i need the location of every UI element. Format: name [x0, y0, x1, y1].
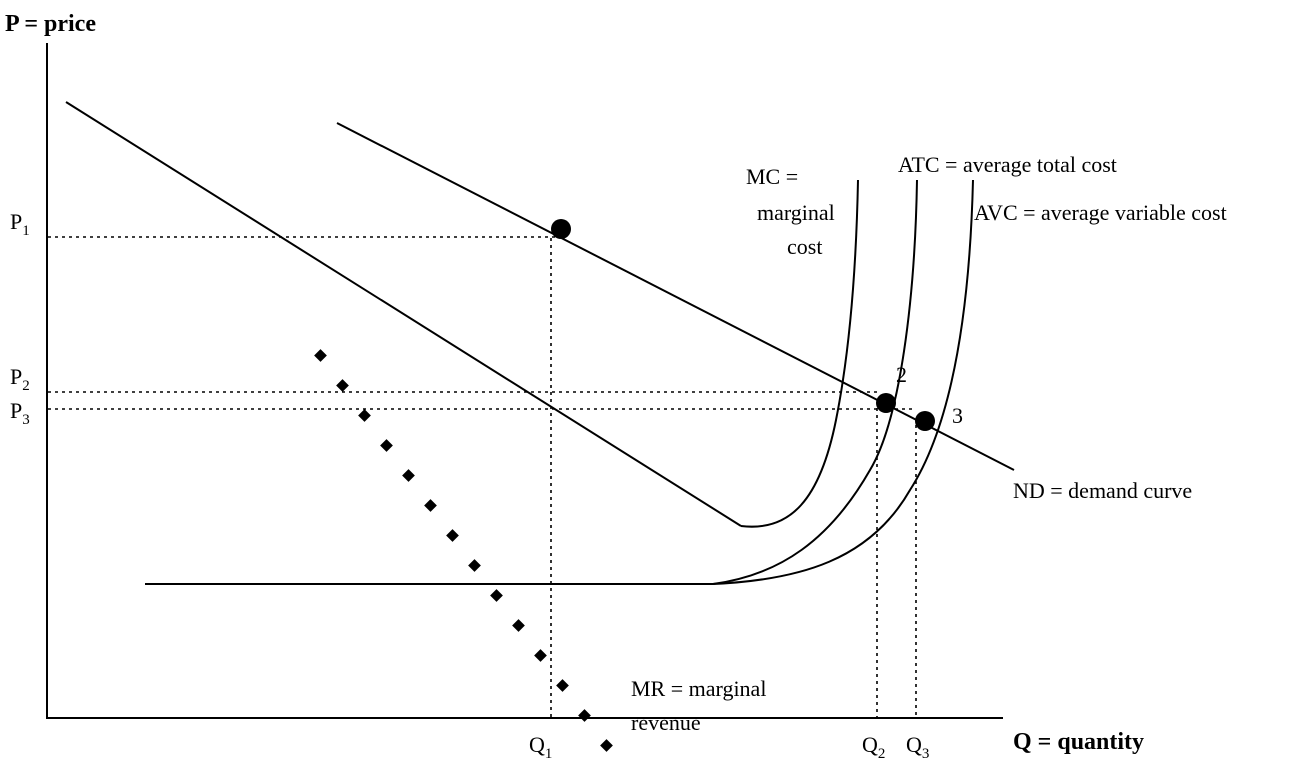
- atc-curve: [712, 179, 918, 585]
- mr-dash: [424, 499, 437, 512]
- avc-label: AVC = average variable cost: [974, 200, 1227, 225]
- mr-dash: [358, 409, 371, 422]
- q3-label: Q3: [906, 732, 929, 762]
- atc-label: ATC = average total cost: [898, 152, 1117, 177]
- mr-dash: [490, 589, 503, 602]
- p3-label: P3: [10, 398, 30, 428]
- q1-label: Q1: [529, 732, 552, 762]
- mr-dash: [534, 649, 547, 662]
- mc-label-line1: MC =: [746, 164, 798, 189]
- point-2-label: 2: [896, 362, 907, 387]
- x-axis-title: Q = quantity: [1013, 729, 1144, 755]
- q2-label: Q2: [862, 732, 885, 762]
- p1-label: P1: [10, 209, 30, 239]
- mr-dash: [512, 619, 525, 632]
- p2-label: P2: [10, 364, 30, 394]
- point-3-label: 3: [952, 403, 963, 428]
- mr-dash: [556, 679, 569, 692]
- mr-dash: [446, 529, 459, 542]
- avc-curve: [712, 179, 974, 585]
- mr-dash: [600, 739, 613, 752]
- nd-label: ND = demand curve: [1013, 478, 1192, 503]
- point-3: [915, 411, 935, 431]
- mr-dash: [578, 709, 591, 722]
- mr-dash: [314, 349, 327, 362]
- mr-dash: [468, 559, 481, 572]
- mc-curve: [740, 179, 859, 528]
- mr-dash: [336, 379, 349, 392]
- point-1: [551, 219, 571, 239]
- mr-label-line1: MR = marginal: [631, 676, 766, 701]
- kinked-demand-segment: [65, 101, 742, 527]
- mc-label-line3: cost: [787, 234, 822, 259]
- mr-dash: [402, 469, 415, 482]
- demand-curve-nd: [336, 122, 1015, 471]
- point-2: [876, 393, 896, 413]
- mr-label-line2: revenue: [631, 710, 701, 735]
- y-axis-title: P = price: [5, 11, 96, 37]
- mc-label-line2: marginal: [757, 200, 835, 225]
- mr-dash: [380, 439, 393, 452]
